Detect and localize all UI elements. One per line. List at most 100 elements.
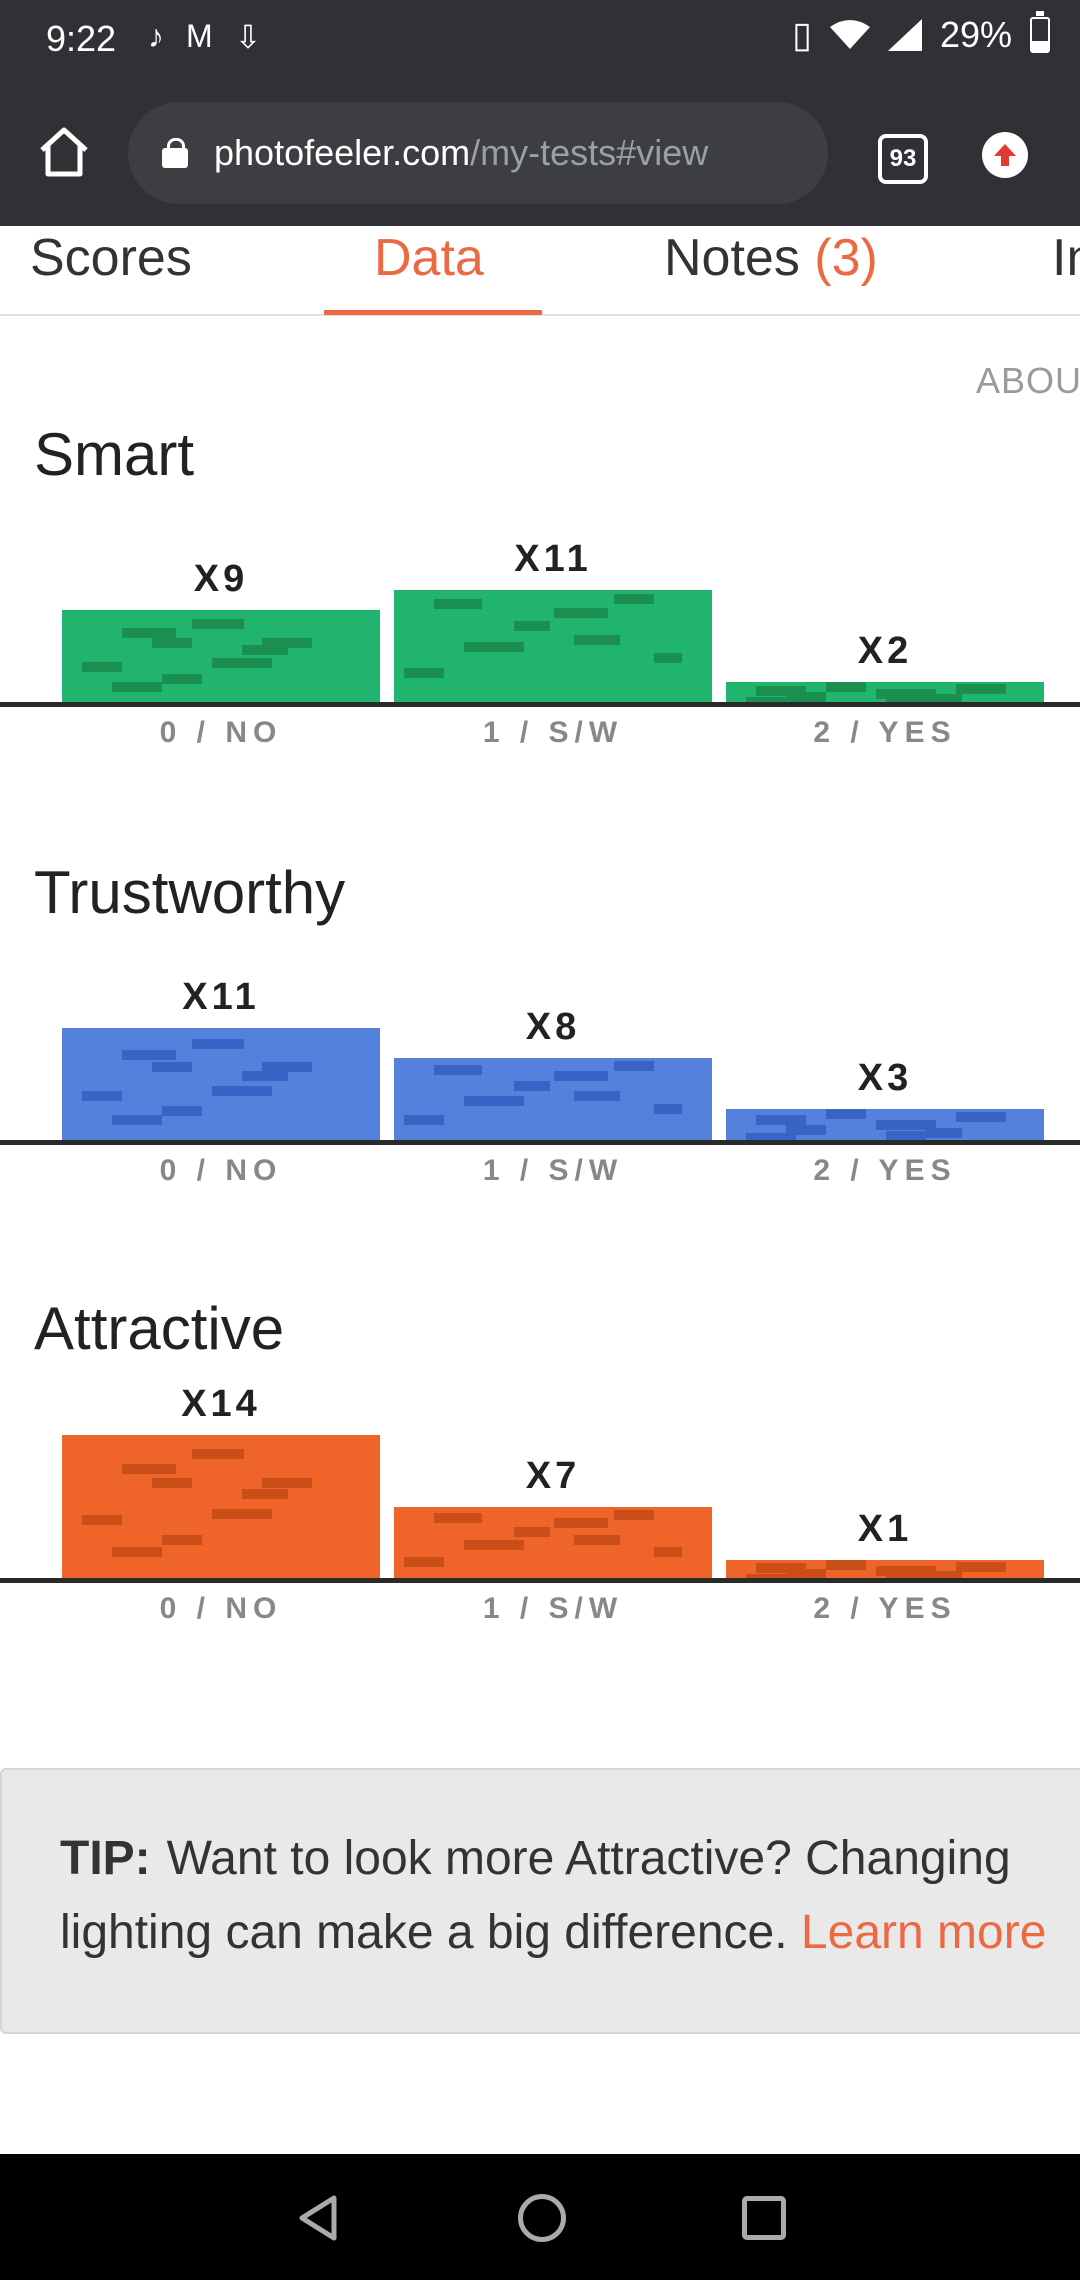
bar-attractive-2 [726, 1560, 1044, 1578]
section-title-attractive: Attractive [34, 1295, 285, 1362]
category-label: 0 / NO [159, 716, 283, 749]
bar-texture [786, 692, 826, 702]
bar-texture [654, 1547, 682, 1557]
bar-texture [152, 638, 192, 648]
active-tab-indicator [324, 310, 542, 315]
bar-texture [152, 1478, 192, 1488]
bar-texture [746, 1574, 796, 1578]
bar-texture [464, 1096, 524, 1106]
bar-texture [514, 621, 550, 631]
bar-texture [514, 1527, 550, 1537]
bar-texture [746, 1133, 796, 1140]
bar-count-label: X7 [525, 1455, 581, 1497]
bar-texture [956, 1562, 1006, 1572]
browser-toolbar: photofeeler.com/my-tests#view 93 [0, 80, 1080, 226]
url-text[interactable]: photofeeler.com/my-tests#view [214, 132, 709, 173]
bar-texture [886, 1573, 926, 1578]
bar-texture [404, 1115, 444, 1125]
bar-texture [614, 1510, 654, 1520]
bar-texture [574, 1091, 620, 1101]
bar-texture [786, 1569, 826, 1578]
bar-texture [212, 1509, 272, 1519]
chart-baseline [0, 702, 1080, 707]
tab-switcher-button[interactable]: 93 [878, 134, 928, 184]
bar-texture [554, 1518, 608, 1528]
bar-texture [212, 1086, 272, 1096]
bar-count-label: X2 [857, 630, 913, 672]
bar-texture [826, 682, 866, 692]
bar-texture [554, 608, 608, 618]
bar-trustworthy-1 [394, 1058, 712, 1140]
bar-texture [876, 689, 936, 699]
about-link[interactable]: ABOUT [976, 360, 1080, 401]
bar-attractive-1 [394, 1507, 712, 1578]
category-label: 1 / S/W [482, 1154, 624, 1187]
bar-texture [886, 696, 926, 702]
bar-texture [82, 662, 122, 672]
bar-texture [826, 1109, 866, 1119]
bar-texture [242, 1071, 288, 1081]
category-label: 0 / NO [159, 1154, 283, 1187]
tip-prefix: TIP: [60, 1832, 151, 1885]
bar-texture [756, 686, 806, 696]
bar-texture [746, 697, 796, 702]
tip-line-2: lighting can make a big difference. [60, 1906, 788, 1959]
bar-texture [876, 1120, 936, 1130]
results-tabs: Scores Data Notes (3) In [0, 226, 1080, 316]
bar-texture [654, 653, 682, 663]
bar-count-label: X1 [857, 1508, 913, 1550]
bar-texture [212, 658, 272, 668]
tab-scores[interactable]: Scores [30, 229, 192, 287]
bar-texture [756, 1563, 806, 1573]
bar-texture [82, 1515, 122, 1525]
wifi-icon [829, 20, 870, 49]
learn-more-link[interactable]: Learn more [800, 1906, 1047, 1959]
bar-smart-0 [62, 610, 380, 702]
bar-texture [464, 1540, 524, 1550]
bar-texture [82, 1091, 122, 1101]
address-bar[interactable]: photofeeler.com/my-tests#view [128, 102, 828, 204]
bar-texture [122, 1050, 176, 1060]
tab-notes[interactable]: Notes (3) [664, 229, 878, 287]
bar-texture [262, 1478, 312, 1488]
back-icon[interactable] [296, 2194, 340, 2242]
tab-data[interactable]: Data [374, 229, 484, 287]
bar-texture [926, 1571, 962, 1578]
signal-icon [887, 19, 922, 51]
update-icon[interactable] [982, 132, 1028, 178]
bar-attractive-0 [62, 1435, 380, 1578]
home-icon[interactable] [34, 122, 94, 182]
bar-count-label: X11 [182, 976, 260, 1018]
bar-count-label: X9 [193, 558, 249, 600]
status-bar: 9:22 ♪ M ⇩ ▯ 29% [0, 0, 1080, 80]
bar-texture [404, 668, 444, 678]
bar-smart-2 [726, 682, 1044, 702]
chart-baseline [0, 1578, 1080, 1583]
bar-trustworthy-2 [726, 1109, 1044, 1140]
recents-icon[interactable] [742, 2196, 786, 2240]
section-title-smart: Smart [34, 421, 195, 488]
bar-texture [514, 1081, 550, 1091]
tiktok-icon: ♪ [148, 18, 164, 54]
bar-texture [162, 1535, 202, 1545]
home-circle-icon[interactable] [518, 2194, 566, 2242]
bar-count-label: X3 [857, 1057, 913, 1099]
bar-texture [262, 638, 312, 648]
bar-texture [112, 682, 162, 692]
bar-texture [464, 642, 524, 652]
category-label: 2 / YES [813, 1154, 957, 1187]
bar-texture [112, 1547, 162, 1557]
bar-texture [786, 1125, 826, 1135]
arrow-up-icon [994, 144, 1016, 166]
battery-icon [1030, 11, 1050, 53]
tip-line-1: Want to look more Attractive? Changing [166, 1832, 1011, 1885]
bar-texture [192, 619, 244, 629]
bar-texture [554, 1071, 608, 1081]
bar-count-label: X8 [525, 1006, 581, 1048]
tab-in[interactable]: In [1052, 229, 1080, 287]
bar-texture [574, 635, 620, 645]
chart-baseline [0, 1140, 1080, 1145]
bar-texture [926, 1128, 962, 1138]
category-label: 1 / S/W [482, 716, 624, 749]
bar-texture [122, 1464, 176, 1474]
